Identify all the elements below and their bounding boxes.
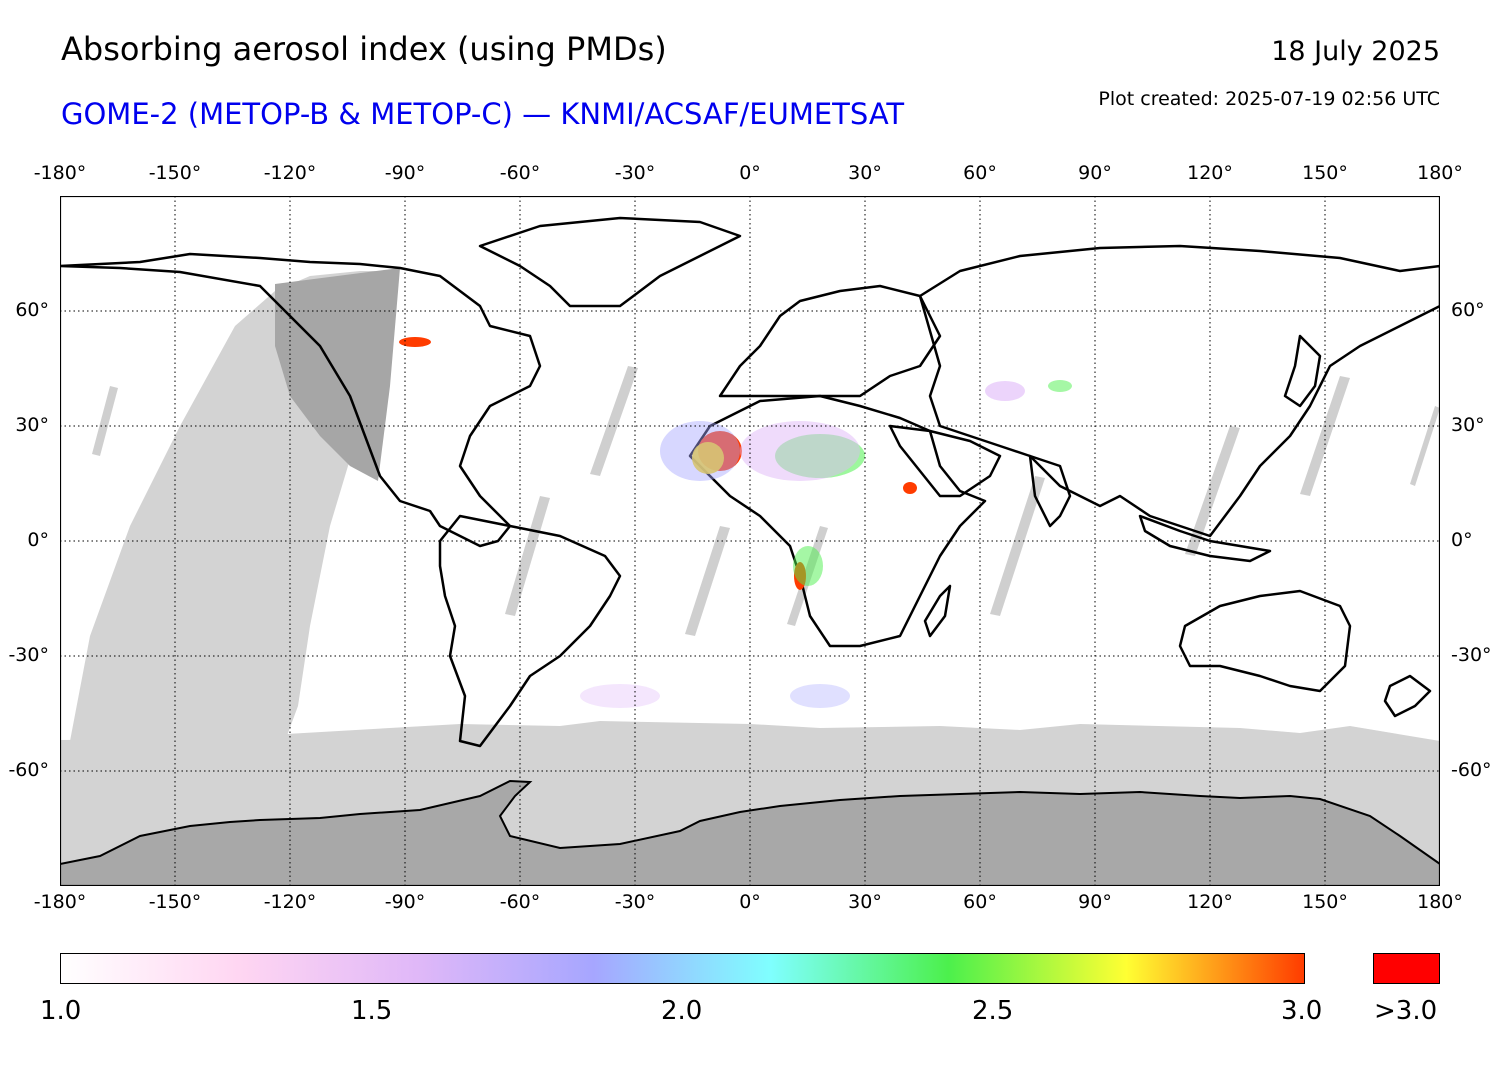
lon-tick-label-top: 0° — [739, 162, 761, 184]
colorbar-tick-label: 2.0 — [661, 996, 703, 1026]
colorbar-gradient — [60, 953, 1305, 984]
lon-tick-label-bottom: 60° — [963, 891, 997, 913]
plot-date: 18 July 2025 — [1271, 36, 1440, 67]
lon-tick-label-top: -60° — [499, 162, 541, 184]
asia-coast — [918, 244, 1440, 538]
lon-tick-label-bottom: 30° — [848, 891, 882, 913]
lon-tick-label-bottom: 150° — [1302, 891, 1348, 913]
lat-tick-label-left: 30° — [15, 414, 49, 436]
lon-tick-label-top: -30° — [614, 162, 656, 184]
south-america-coast — [438, 514, 622, 748]
lat-tick-label-right: 60° — [1451, 299, 1485, 321]
new-zealand-coast — [1383, 674, 1432, 718]
north-america-coast — [60, 252, 542, 548]
colorbar-overflow-box — [1373, 953, 1440, 984]
lon-tick-label-top: -180° — [33, 162, 87, 184]
lon-tick-label-top: -90° — [384, 162, 426, 184]
indonesia-coast — [1138, 514, 1272, 563]
arabia-coast — [888, 424, 1002, 498]
lon-tick-label-bottom: 180° — [1417, 891, 1463, 913]
aerosol-hotspots — [399, 337, 1072, 708]
lon-tick-label-top: 60° — [963, 162, 997, 184]
greenland-coast — [478, 216, 742, 308]
lon-tick-label-top: -150° — [148, 162, 202, 184]
india-coast — [1028, 454, 1072, 528]
lon-tick-label-top: 30° — [848, 162, 882, 184]
lat-tick-label-left: -60° — [8, 759, 49, 781]
lon-tick-label-top: 150° — [1302, 162, 1348, 184]
lon-tick-label-bottom: 0° — [739, 891, 761, 913]
lon-tick-label-bottom: -30° — [614, 891, 656, 913]
plot-title: Absorbing aerosol index (using PMDs) — [61, 30, 667, 68]
japan-coast — [1283, 334, 1322, 408]
lon-tick-label-bottom: 90° — [1078, 891, 1112, 913]
map-canvas — [59, 195, 1441, 887]
colorbar-tick-label: 1.0 — [40, 996, 82, 1026]
africa-coast — [688, 394, 987, 648]
plot-created-timestamp: Plot created: 2025-07-19 02:56 UTC — [1098, 88, 1440, 110]
hotspot-red-sea — [903, 482, 917, 494]
colorbar-tick-label: 3.0 — [1281, 996, 1323, 1026]
lat-tick-label-left: 0° — [27, 529, 49, 551]
world-map — [59, 195, 1441, 887]
lat-tick-label-right: -60° — [1451, 759, 1492, 781]
lat-tick-label-right: 0° — [1451, 529, 1473, 551]
colorbar-tick-label: 2.5 — [972, 996, 1014, 1026]
hotspot-canada — [399, 337, 431, 347]
lon-tick-label-bottom: -120° — [263, 891, 317, 913]
lat-tick-label-left: -30° — [8, 644, 49, 666]
lon-tick-label-bottom: 120° — [1187, 891, 1233, 913]
lon-tick-label-bottom: -180° — [33, 891, 87, 913]
antarctica-landmass — [60, 779, 1440, 886]
plot-subtitle: GOME-2 (METOP-B & METOP-C) — KNMI/ACSAF/… — [61, 97, 905, 131]
coastlines — [60, 216, 1440, 748]
lon-tick-label-top: -120° — [263, 162, 317, 184]
lat-tick-label-right: -30° — [1451, 644, 1492, 666]
lon-tick-label-top: 180° — [1417, 162, 1463, 184]
lat-tick-label-right: 30° — [1451, 414, 1485, 436]
gridlines — [60, 196, 1440, 886]
colorbar-tick-label: 1.5 — [351, 996, 393, 1026]
lon-tick-label-top: 120° — [1187, 162, 1233, 184]
lon-tick-label-top: 90° — [1078, 162, 1112, 184]
lon-tick-label-bottom: -60° — [499, 891, 541, 913]
madagascar-coast — [923, 584, 952, 638]
lat-tick-label-left: 60° — [15, 299, 49, 321]
lon-tick-label-bottom: -90° — [384, 891, 426, 913]
lon-tick-label-bottom: -150° — [148, 891, 202, 913]
colorbar-overflow-label: >3.0 — [1374, 996, 1438, 1026]
map-border — [59, 195, 1441, 887]
australia-coast — [1178, 589, 1352, 693]
